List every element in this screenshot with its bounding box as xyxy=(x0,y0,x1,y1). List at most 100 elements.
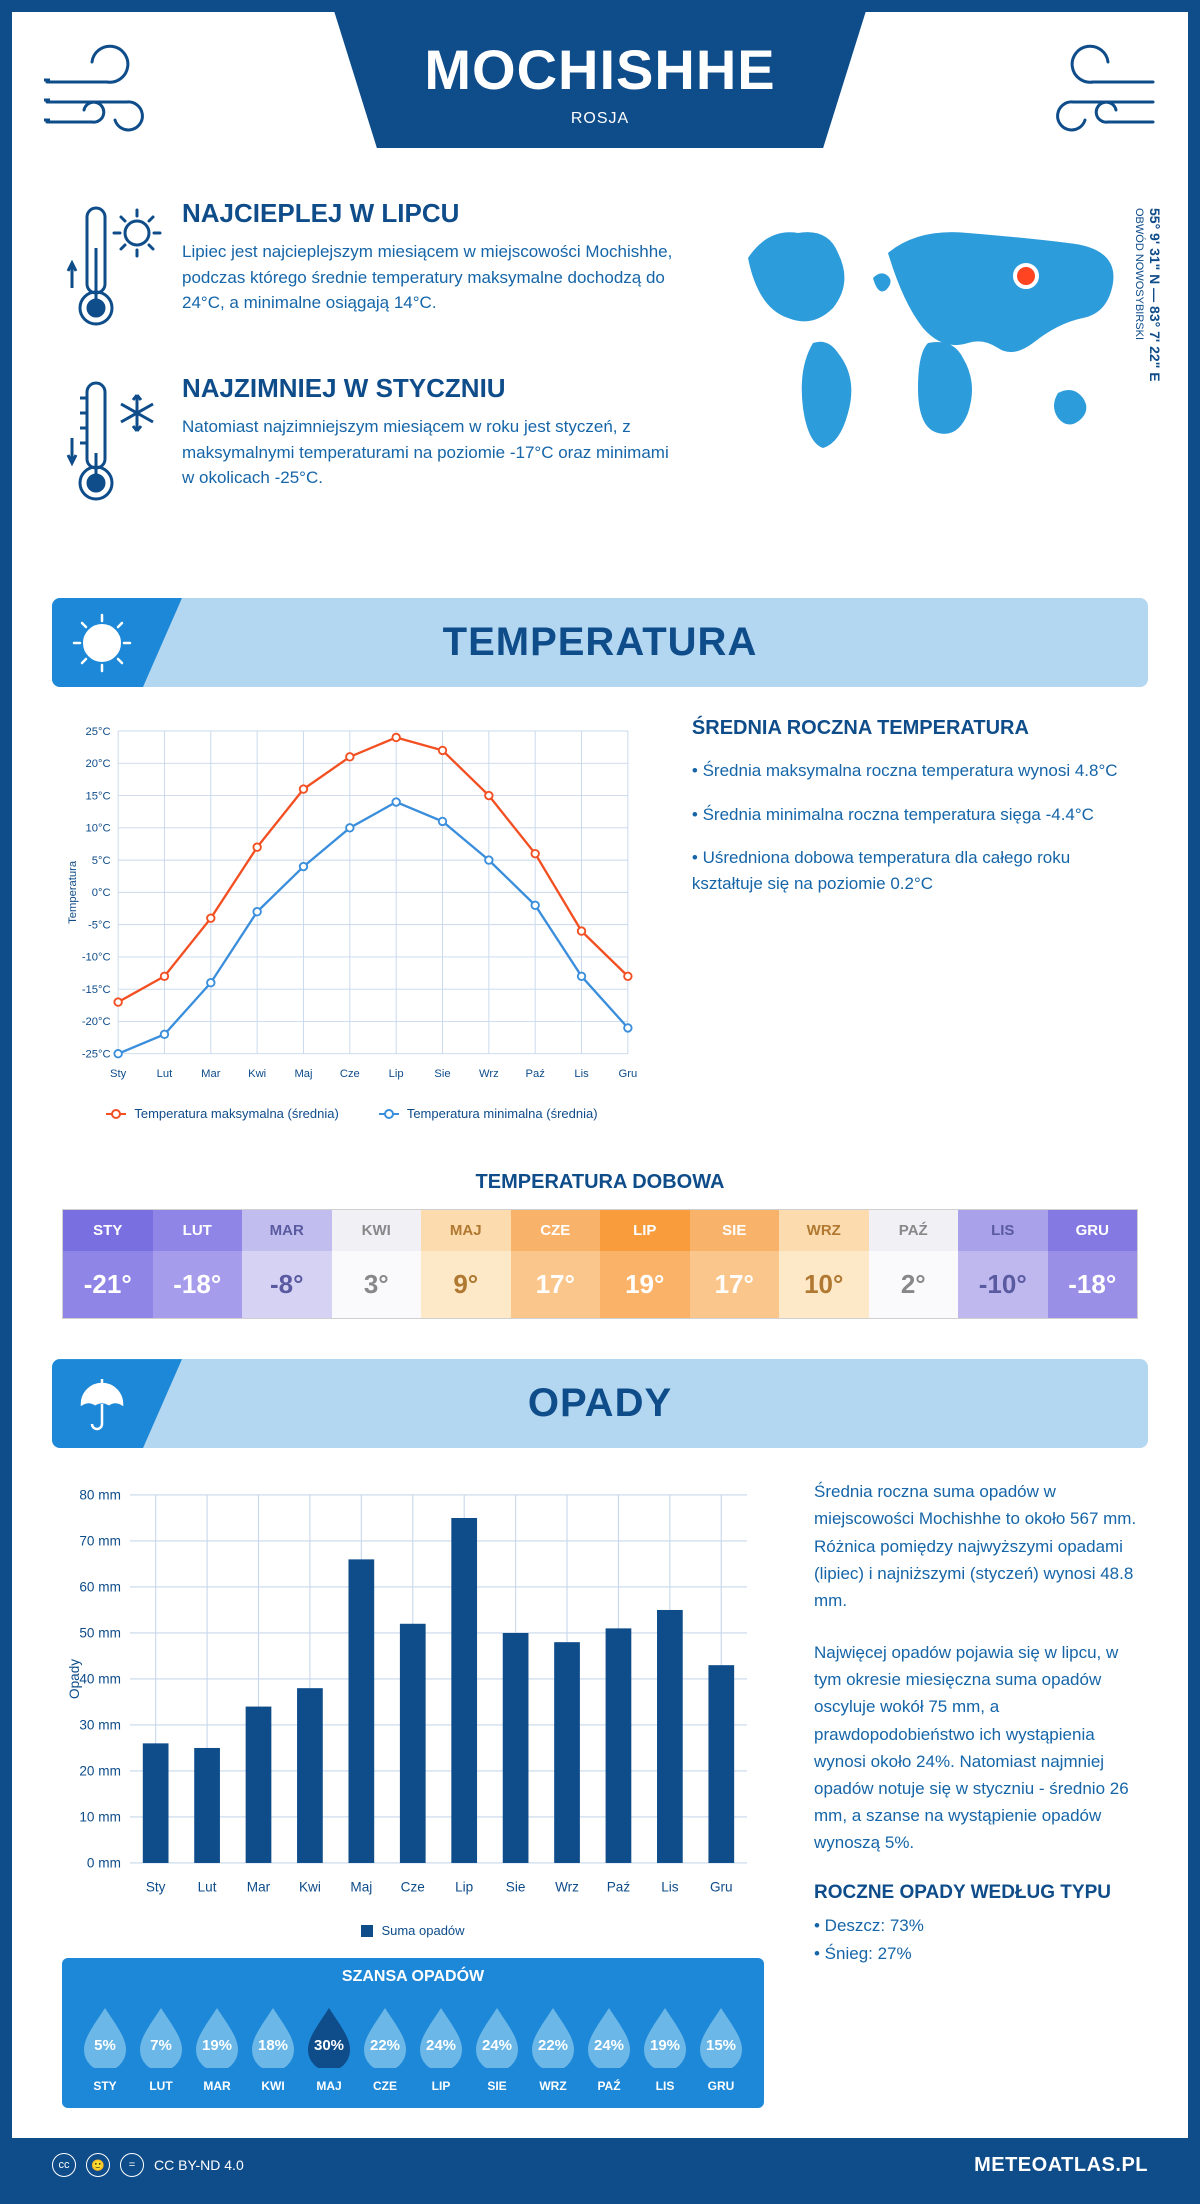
daily-temp-cell: MAR-8° xyxy=(242,1210,332,1318)
world-map-icon xyxy=(718,198,1138,458)
svg-text:19%: 19% xyxy=(202,2037,232,2054)
svg-text:Wrz: Wrz xyxy=(479,1068,499,1080)
svg-text:Cze: Cze xyxy=(340,1068,360,1080)
svg-text:-15°C: -15°C xyxy=(82,984,111,996)
svg-text:7%: 7% xyxy=(150,2037,172,2054)
svg-text:24%: 24% xyxy=(426,2037,456,2054)
precip-type-item: • Deszcz: 73% xyxy=(814,1916,1138,1936)
svg-text:25°C: 25°C xyxy=(86,726,111,738)
infographic-frame: MOCHISHHE ROSJA NAJCIEPLEJ W LIPCU Lipie… xyxy=(0,0,1200,2204)
svg-text:24%: 24% xyxy=(594,2037,624,2054)
chance-title: SZANSA OPADÓW xyxy=(62,1958,764,1996)
svg-text:Sty: Sty xyxy=(110,1068,127,1080)
chance-drop: 24% PAŹ xyxy=(581,2006,637,2093)
cold-text: Natomiast najzimniejszym miesiącem w rok… xyxy=(182,414,678,491)
svg-text:40 mm: 40 mm xyxy=(79,1672,121,1687)
by-icon: 🙂 xyxy=(86,2153,110,2177)
svg-text:Gru: Gru xyxy=(710,1879,733,1894)
footer-site: METEOATLAS.PL xyxy=(974,2154,1148,2177)
svg-text:5°C: 5°C xyxy=(92,855,111,867)
svg-text:Lis: Lis xyxy=(661,1879,679,1894)
daily-temp-cell: GRU-18° xyxy=(1048,1210,1138,1318)
precipitation-section-header: OPADY xyxy=(52,1359,1148,1448)
location-marker-icon xyxy=(1015,265,1037,287)
svg-text:-10°C: -10°C xyxy=(82,952,111,964)
precip-legend-label: Suma opadów xyxy=(381,1923,464,1938)
svg-text:Sie: Sie xyxy=(434,1068,450,1080)
umbrella-icon xyxy=(72,1374,132,1434)
daily-temp-cell: PAŹ2° xyxy=(869,1210,959,1318)
daily-temp-cell: LUT-18° xyxy=(153,1210,243,1318)
svg-text:Lip: Lip xyxy=(389,1068,404,1080)
cold-block: NAJZIMNIEJ W STYCZNIU Natomiast najzimni… xyxy=(62,373,678,513)
svg-text:Mar: Mar xyxy=(201,1068,221,1080)
chance-drop: 5% STY xyxy=(77,2006,133,2093)
svg-text:Mar: Mar xyxy=(247,1879,271,1894)
daily-temp-cell: KWI3° xyxy=(332,1210,422,1318)
daily-temp-cell: WRZ10° xyxy=(779,1210,869,1318)
chance-drop: 18% KWI xyxy=(245,2006,301,2093)
svg-text:Sie: Sie xyxy=(506,1879,526,1894)
hot-block: NAJCIEPLEJ W LIPCU Lipiec jest najcieple… xyxy=(62,198,678,338)
daily-temp-cell: LIS-10° xyxy=(958,1210,1048,1318)
svg-text:-20°C: -20°C xyxy=(82,1016,111,1028)
svg-text:10 mm: 10 mm xyxy=(79,1810,121,1825)
svg-text:Paź: Paź xyxy=(526,1068,546,1080)
svg-text:Lut: Lut xyxy=(198,1879,217,1894)
wind-icon-left xyxy=(42,42,182,152)
svg-text:-5°C: -5°C xyxy=(88,919,111,931)
chance-drop: 30% MAJ xyxy=(301,2006,357,2093)
svg-text:Maj: Maj xyxy=(350,1879,372,1894)
svg-text:18%: 18% xyxy=(258,2037,288,2054)
nd-icon: = xyxy=(120,2153,144,2177)
daily-temp-cell: STY-21° xyxy=(63,1210,153,1318)
footer-license: cc 🙂 = CC BY-ND 4.0 xyxy=(52,2153,244,2177)
chance-drop: 7% LUT xyxy=(133,2006,189,2093)
license-text: CC BY-ND 4.0 xyxy=(154,2157,244,2173)
svg-text:15°C: 15°C xyxy=(86,790,111,802)
cold-title: NAJZIMNIEJ W STYCZNIU xyxy=(182,373,678,404)
svg-text:19%: 19% xyxy=(650,2037,680,2054)
svg-text:Maj: Maj xyxy=(294,1068,312,1080)
city-title: MOCHISHHE xyxy=(424,37,775,102)
daily-temp-table: STY-21°LUT-18°MAR-8°KWI3°MAJ9°CZE17°LIP1… xyxy=(62,1209,1138,1319)
temperature-section-header: TEMPERATURA xyxy=(52,598,1148,687)
daily-temp-cell: CZE17° xyxy=(511,1210,601,1318)
intro-left: NAJCIEPLEJ W LIPCU Lipiec jest najcieple… xyxy=(62,198,678,548)
chance-drop: 24% SIE xyxy=(469,2006,525,2093)
daily-temp-cell: SIE17° xyxy=(690,1210,780,1318)
temp-bullet: • Średnia maksymalna roczna temperatura … xyxy=(692,758,1138,784)
svg-text:Kwi: Kwi xyxy=(248,1068,266,1080)
hot-title: NAJCIEPLEJ W LIPCU xyxy=(182,198,678,229)
temperature-info: ŚREDNIA ROCZNA TEMPERATURA • Średnia mak… xyxy=(692,717,1138,1121)
svg-text:15%: 15% xyxy=(706,2037,736,2054)
chance-drop: 24% LIP xyxy=(413,2006,469,2093)
chance-drop: 15% GRU xyxy=(693,2006,749,2093)
precip-legend: Suma opadów xyxy=(62,1923,764,1938)
chance-drop: 19% LIS xyxy=(637,2006,693,2093)
country-subtitle: ROSJA xyxy=(424,110,775,128)
svg-text:10°C: 10°C xyxy=(86,823,111,835)
svg-text:70 mm: 70 mm xyxy=(79,1534,121,1549)
hot-text: Lipiec jest najcieplejszym miesiącem w m… xyxy=(182,239,678,316)
precip-type-title: ROCZNE OPADY WEDŁUG TYPU xyxy=(814,1882,1138,1904)
title-block: MOCHISHHE ROSJA xyxy=(334,12,865,148)
svg-text:-25°C: -25°C xyxy=(82,1048,111,1060)
thermometer-cold-icon xyxy=(62,373,162,513)
chance-drop: 19% MAR xyxy=(189,2006,245,2093)
precipitation-content: 0 mm10 mm20 mm30 mm40 mm50 mm60 mm70 mm8… xyxy=(12,1478,1188,2138)
temp-bullet: • Uśredniona dobowa temperatura dla całe… xyxy=(692,845,1138,896)
svg-text:Lis: Lis xyxy=(574,1068,589,1080)
map-block: 55° 9' 31" N — 83° 7' 22" E OBWÓD NOWOSY… xyxy=(718,198,1138,548)
precipitation-title: OPADY xyxy=(82,1381,1118,1426)
temperature-chart: -25°C-20°C-15°C-10°C-5°C0°C5°C10°C15°C20… xyxy=(62,717,642,1121)
precip-left: 0 mm10 mm20 mm30 mm40 mm50 mm60 mm70 mm8… xyxy=(62,1478,764,2108)
svg-text:Opady: Opady xyxy=(67,1659,82,1699)
wind-icon-right xyxy=(1018,42,1158,152)
header: MOCHISHHE ROSJA xyxy=(12,12,1188,158)
svg-text:22%: 22% xyxy=(370,2037,400,2054)
svg-text:0°C: 0°C xyxy=(92,887,111,899)
coordinates: 55° 9' 31" N — 83° 7' 22" E OBWÓD NOWOSY… xyxy=(1131,208,1163,382)
temp-bullet: • Średnia minimalna roczna temperatura s… xyxy=(692,802,1138,828)
svg-text:24%: 24% xyxy=(482,2037,512,2054)
